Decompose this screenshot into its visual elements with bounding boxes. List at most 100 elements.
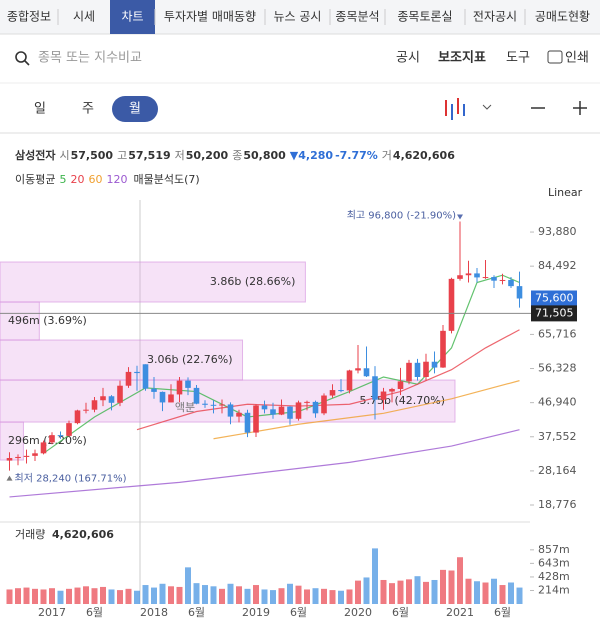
candle-body [508, 279, 514, 287]
volume-bar [168, 586, 174, 604]
volume-bar [261, 589, 268, 604]
candle-body [474, 273, 480, 278]
toolbar-item[interactable]: 공시 [396, 51, 420, 66]
volume-bar [516, 587, 523, 604]
tab[interactable]: 공매도현황 [535, 10, 590, 24]
volume-bar [457, 557, 463, 604]
volume-bar [499, 585, 506, 604]
candle-body [32, 453, 38, 456]
period[interactable]: 일 [34, 102, 46, 117]
last-price-box [531, 290, 577, 307]
candle-body [448, 278, 455, 331]
v-tick-label: 214m [538, 583, 570, 596]
candle-body [185, 380, 191, 388]
tab[interactable]: 종목분석 [335, 10, 379, 24]
low-label: 최저 28,240 (167.71%) [15, 473, 127, 485]
candle-body [321, 395, 327, 414]
volume-bar [57, 590, 64, 604]
volume-bar [270, 590, 276, 604]
volume-profile-label: 496m (3.69%) [8, 314, 87, 327]
volume-bar [23, 587, 30, 604]
tab[interactable]: 전자공시 [473, 10, 517, 24]
ma-label: 이동평균 [15, 173, 55, 186]
period-selected [112, 96, 158, 122]
volume-bar [474, 581, 480, 604]
tab[interactable]: 시세 [73, 10, 95, 24]
x-tick-label: 6월 [494, 606, 511, 619]
volume-bar [210, 586, 217, 604]
volume-bar [482, 582, 489, 604]
change: ▼4,280 [290, 149, 334, 162]
volume-bar [338, 590, 344, 604]
candle-body [355, 368, 361, 371]
print-icon[interactable] [547, 50, 563, 64]
zoom-in[interactable] [573, 101, 587, 115]
volume-bar [32, 588, 38, 604]
candle-body [66, 423, 72, 436]
info-value: 50,200 [186, 149, 229, 162]
volume-title: 거래량 [15, 528, 45, 541]
tab[interactable]: 종목토론실 [397, 10, 452, 24]
y-tick-label: 18,776 [538, 498, 577, 511]
volume-bar [406, 579, 412, 604]
volume-bar [321, 588, 327, 604]
period[interactable]: 월 [129, 102, 141, 117]
volume-bar [83, 586, 89, 604]
period[interactable]: 주 [82, 102, 94, 117]
volume-bar [295, 585, 302, 604]
volume-bar [74, 587, 81, 604]
candle-body [100, 396, 106, 401]
info-value: 57,500 [71, 149, 114, 162]
y-tick-label: 56,328 [538, 362, 577, 375]
chart-type-icon[interactable] [445, 98, 465, 120]
tab[interactable]: 종합정보 [7, 10, 51, 24]
volume-bar [193, 583, 200, 604]
ma-period[interactable]: 60 [88, 173, 102, 186]
candle-body [278, 406, 285, 415]
candle-body [168, 394, 174, 403]
volume-bar [448, 570, 455, 604]
toolbar-item[interactable]: 도구 [506, 51, 530, 66]
toolbar-item[interactable]: 보조지표 [438, 51, 486, 66]
volume-bar [355, 580, 361, 604]
volume-bar [304, 589, 310, 604]
candle-body [372, 376, 378, 400]
search-input[interactable]: 종목 또는 지수비교 [38, 51, 142, 66]
candle-body [491, 277, 497, 281]
tab[interactable]: 차트 [121, 10, 143, 24]
tab[interactable]: 뉴스 공시 [274, 10, 322, 24]
x-tick-label: 6월 [86, 606, 103, 619]
volume-bar [380, 579, 387, 604]
search-icon[interactable] [15, 51, 27, 63]
tab[interactable]: 투자자별 매매동향 [164, 10, 256, 24]
candle-body [74, 410, 81, 424]
candle-body [83, 409, 89, 411]
candle-body [312, 401, 319, 414]
candle-body [176, 380, 183, 395]
ma-period[interactable]: 5 [59, 173, 66, 186]
x-tick-label: 2021 [446, 606, 474, 619]
scale-label[interactable]: Linear [548, 186, 583, 199]
chevron[interactable] [482, 104, 492, 110]
x-tick-label: 6월 [392, 606, 409, 619]
high-label: 최고 96,800 (-21.90%) [347, 209, 456, 221]
volume-bar [278, 588, 285, 604]
candle-body [431, 361, 438, 368]
profile-label[interactable]: 매물분석도(7) [133, 173, 199, 186]
x-tick-label: 2017 [38, 606, 66, 619]
candle-body [193, 387, 200, 404]
ma-period[interactable]: 20 [70, 173, 84, 186]
toolbar-item[interactable]: 인쇄 [565, 51, 589, 66]
candle-body [151, 388, 157, 392]
volume-bar [397, 580, 404, 604]
volume-bar [423, 581, 429, 604]
ma-period[interactable]: 120 [106, 173, 127, 186]
change-pct: -7.77% [335, 149, 378, 162]
high-marker [457, 214, 463, 220]
volume-bar [431, 579, 438, 604]
moving-average [9, 429, 520, 498]
candle-body [108, 396, 115, 403]
volume-bar [491, 578, 497, 604]
